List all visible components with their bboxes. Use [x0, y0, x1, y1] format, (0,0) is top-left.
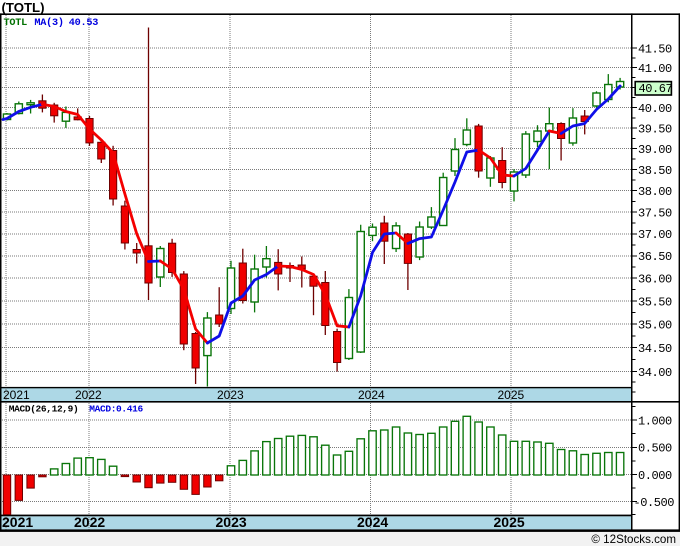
- svg-text:34.00: 34.00: [638, 366, 672, 380]
- svg-text:2025: 2025: [494, 514, 525, 530]
- svg-text:MACD:0.416: MACD:0.416: [89, 404, 143, 415]
- svg-text:TOTL: TOTL: [4, 18, 28, 29]
- svg-text:35.00: 35.00: [638, 318, 672, 332]
- svg-text:2022: 2022: [74, 514, 105, 530]
- svg-text:36.00: 36.00: [638, 272, 672, 286]
- svg-text:(TOTL): (TOTL): [2, 0, 45, 15]
- svg-text:MA(3): MA(3): [34, 17, 63, 29]
- svg-text:MACD(26,12,9): MACD(26,12,9): [9, 404, 79, 415]
- svg-text:40.53: 40.53: [69, 18, 98, 29]
- svg-text:2023: 2023: [216, 514, 247, 530]
- svg-text:37.50: 37.50: [638, 206, 672, 220]
- svg-text:39.00: 39.00: [638, 143, 672, 157]
- svg-text:1.000: 1.000: [638, 415, 672, 429]
- svg-text:41.50: 41.50: [638, 42, 672, 56]
- svg-text:-0.500: -0.500: [634, 496, 675, 510]
- svg-text:36.50: 36.50: [638, 250, 672, 264]
- svg-text:2024: 2024: [358, 388, 385, 402]
- svg-text:2024: 2024: [357, 514, 388, 530]
- svg-text:2021: 2021: [2, 514, 33, 530]
- svg-text:34.50: 34.50: [638, 342, 672, 356]
- svg-text:40.67: 40.67: [639, 82, 673, 96]
- svg-text:2023: 2023: [217, 388, 244, 402]
- svg-text:40.00: 40.00: [638, 102, 672, 116]
- svg-text:35.50: 35.50: [638, 295, 672, 309]
- svg-text:2022: 2022: [75, 388, 102, 402]
- svg-text:0.500: 0.500: [638, 442, 672, 456]
- svg-text:0.000: 0.000: [638, 469, 672, 483]
- svg-text:© 12Stocks.com: © 12Stocks.com: [591, 533, 676, 546]
- svg-text:41.00: 41.00: [638, 62, 672, 76]
- svg-text:38.00: 38.00: [638, 185, 672, 199]
- svg-text:39.50: 39.50: [638, 122, 672, 136]
- svg-text:2021: 2021: [3, 388, 30, 402]
- svg-text:37.00: 37.00: [638, 228, 672, 242]
- svg-text:38.50: 38.50: [638, 164, 672, 178]
- svg-text:2025: 2025: [498, 388, 525, 402]
